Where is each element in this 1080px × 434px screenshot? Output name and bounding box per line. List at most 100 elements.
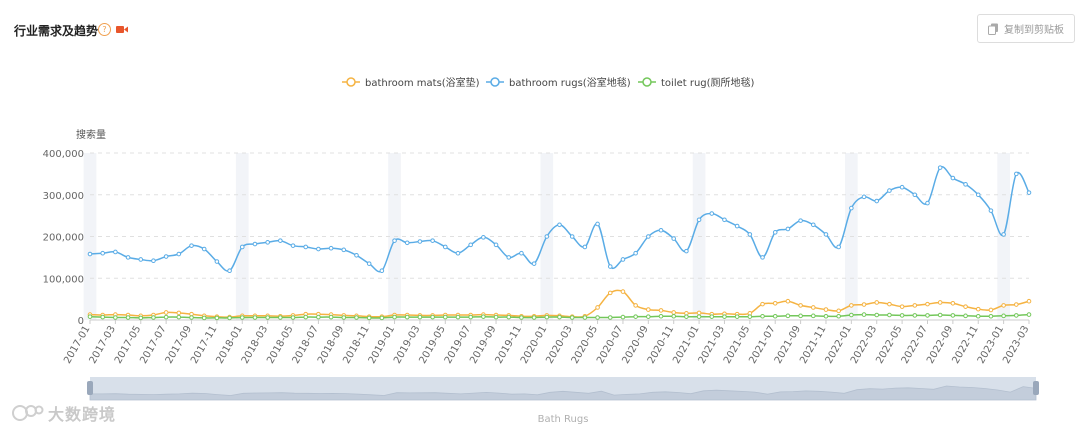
data-point-toilet_rug xyxy=(557,314,562,320)
data-point-toilet_rug xyxy=(227,315,232,321)
data-point-bathroom_mats xyxy=(163,310,169,315)
data-point-bathroom_mats xyxy=(595,305,600,310)
y-tick-label: 200,000 xyxy=(43,233,84,244)
data-point-bathroom_rugs xyxy=(658,227,664,233)
data-point-bathroom_rugs xyxy=(176,251,182,257)
legend-marker xyxy=(642,77,652,87)
data-point-toilet_rug xyxy=(861,312,867,317)
data-point-bathroom_rugs xyxy=(823,232,829,237)
data-point-bathroom_rugs xyxy=(303,244,309,250)
data-point-toilet_rug xyxy=(113,315,118,320)
data-point-bathroom_rugs xyxy=(493,242,499,248)
data-point-toilet_rug xyxy=(442,314,448,320)
help-icon[interactable]: ? xyxy=(98,23,111,36)
data-point-bathroom_mats xyxy=(810,305,816,310)
data-point-bathroom_mats xyxy=(658,308,664,313)
y-tick-label: 300,000 xyxy=(43,191,84,202)
data-point-bathroom_rugs xyxy=(506,255,512,260)
data-point-toilet_rug xyxy=(734,314,740,319)
data-point-bathroom_rugs xyxy=(316,246,321,252)
zoom-handle-right[interactable] xyxy=(1033,381,1039,395)
zoom-slider-preview xyxy=(89,385,1037,401)
data-point-bathroom_rugs xyxy=(557,222,562,228)
data-point-toilet_rug xyxy=(252,315,258,320)
data-point-bathroom_mats xyxy=(925,301,930,307)
data-point-bathroom_mats xyxy=(798,303,803,308)
legend-item-bathroom_mats[interactable]: bathroom mats(浴室垫) xyxy=(342,76,480,89)
copy-button-label: 复制到剪贴板 xyxy=(1004,25,1064,36)
data-point-toilet_rug xyxy=(341,315,347,320)
data-point-bathroom_rugs xyxy=(163,254,169,259)
data-point-bathroom_mats xyxy=(696,310,702,316)
data-point-bathroom_rugs xyxy=(798,218,803,223)
data-point-bathroom_rugs xyxy=(442,244,448,250)
zoom-handle-left[interactable] xyxy=(87,381,93,395)
data-point-bathroom_rugs xyxy=(887,188,892,193)
section-title: 行业需求及趋势 xyxy=(14,24,99,38)
data-point-toilet_rug xyxy=(1014,313,1019,318)
data-point-bathroom_rugs xyxy=(430,238,435,243)
data-point-toilet_rug xyxy=(646,314,651,319)
data-point-toilet_rug xyxy=(87,314,93,319)
data-point-toilet_rug xyxy=(849,312,854,318)
data-point-bathroom_rugs xyxy=(595,221,600,227)
y-axis-label: 搜索量 xyxy=(76,128,106,141)
data-point-toilet_rug xyxy=(506,314,512,320)
series-line-bathroom_rugs xyxy=(89,165,1030,273)
data-point-toilet_rug xyxy=(607,315,613,320)
data-point-bathroom_rugs xyxy=(392,238,397,243)
data-point-toilet_rug xyxy=(493,314,499,320)
video-icon[interactable] xyxy=(116,25,128,34)
data-point-bathroom_rugs xyxy=(772,230,778,235)
data-point-bathroom_rugs xyxy=(950,175,956,181)
data-point-bathroom_mats xyxy=(760,301,765,307)
legend-marker xyxy=(346,77,356,87)
data-point-toilet_rug xyxy=(874,312,880,318)
data-point-bathroom_mats xyxy=(899,304,905,309)
data-point-bathroom_rugs xyxy=(671,236,677,241)
legend-marker xyxy=(490,77,500,87)
data-point-bathroom_mats xyxy=(620,289,626,294)
data-point-bathroom_rugs xyxy=(404,240,410,246)
data-point-bathroom_rugs xyxy=(582,244,588,250)
data-point-toilet_rug xyxy=(785,313,791,319)
data-point-bathroom_rugs xyxy=(684,248,689,254)
data-point-toilet_rug xyxy=(519,315,524,320)
data-point-toilet_rug xyxy=(937,312,943,318)
y-tick-label: 400,000 xyxy=(43,149,84,160)
data-point-bathroom_rugs xyxy=(87,251,93,257)
zoom-slider-label: Bath Rugs xyxy=(538,414,589,425)
data-point-bathroom_rugs xyxy=(975,192,981,198)
data-point-toilet_rug xyxy=(417,314,423,320)
data-point-bathroom_rugs xyxy=(519,250,524,256)
data-point-toilet_rug xyxy=(1026,312,1032,317)
data-point-toilet_rug xyxy=(151,315,156,320)
data-point-toilet_rug xyxy=(354,315,359,320)
legend-label: bathroom rugs(浴室地毯) xyxy=(509,76,631,89)
data-point-toilet_rug xyxy=(303,314,309,320)
data-point-toilet_rug xyxy=(455,314,461,320)
data-point-toilet_rug xyxy=(760,313,765,319)
data-point-toilet_rug xyxy=(582,315,588,320)
data-point-bathroom_mats xyxy=(1026,298,1032,304)
data-point-toilet_rug xyxy=(379,315,385,321)
copy-to-clipboard-button[interactable]: 复制到剪贴板 xyxy=(977,14,1075,43)
data-point-bathroom_rugs xyxy=(214,259,220,264)
data-point-bathroom_rugs xyxy=(100,250,105,256)
data-point-toilet_rug xyxy=(658,313,664,319)
legend-item-bathroom_rugs[interactable]: bathroom rugs(浴室地毯) xyxy=(486,76,631,89)
legend-label: toilet rug(厕所地毯) xyxy=(661,76,755,89)
data-point-bathroom_rugs xyxy=(1014,171,1019,177)
data-point-toilet_rug xyxy=(950,313,956,318)
legend-item-toilet_rug[interactable]: toilet rug(厕所地毯) xyxy=(638,76,755,89)
data-point-bathroom_rugs xyxy=(569,234,575,239)
data-point-bathroom_rugs xyxy=(379,268,385,274)
data-point-toilet_rug xyxy=(328,314,334,320)
data-point-bathroom_rugs xyxy=(481,235,486,240)
data-point-toilet_rug xyxy=(887,312,892,318)
data-point-bathroom_rugs xyxy=(138,257,144,262)
data-point-toilet_rug xyxy=(189,315,194,320)
data-point-bathroom_rugs xyxy=(912,192,918,198)
data-point-toilet_rug xyxy=(823,313,829,319)
